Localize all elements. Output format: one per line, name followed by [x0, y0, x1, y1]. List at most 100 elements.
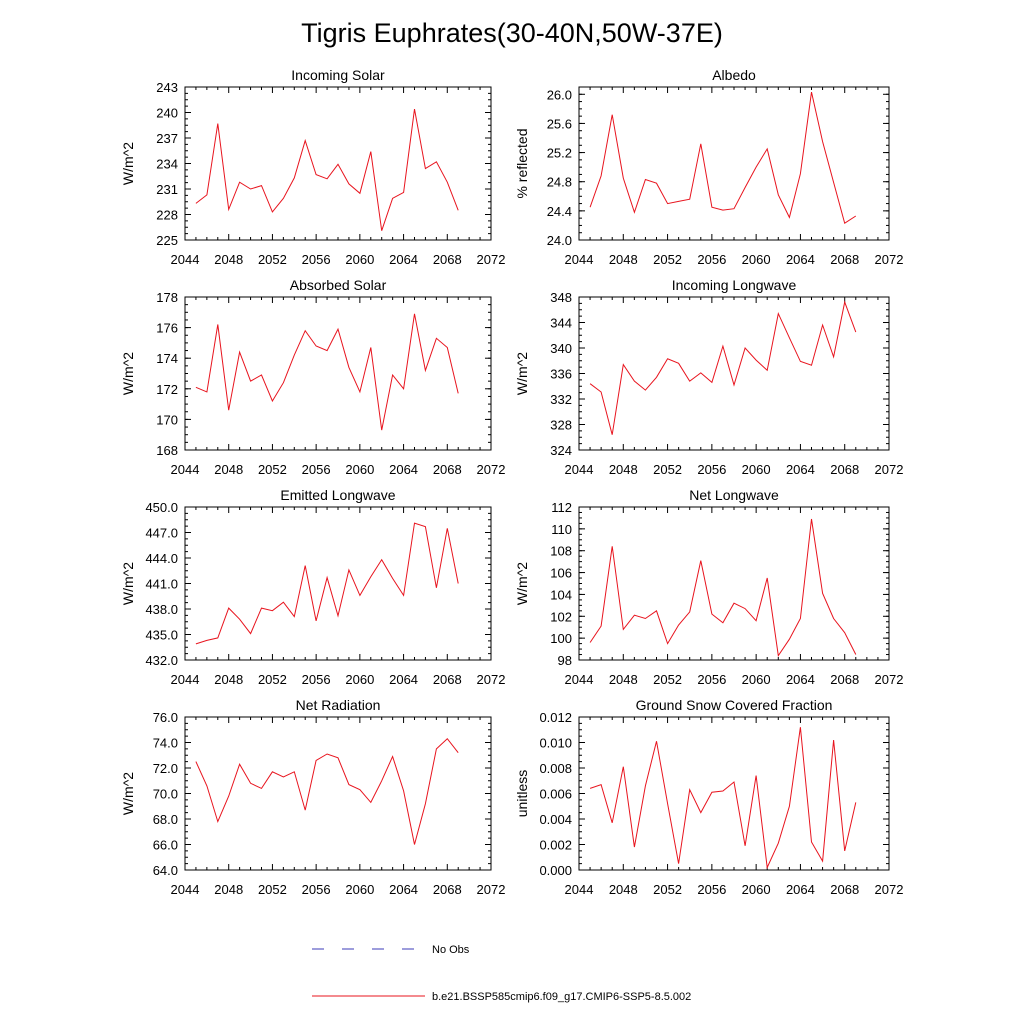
y-tick-label: 444.0 — [145, 551, 178, 566]
y-tick-label: 174 — [156, 351, 178, 366]
x-tick-label: 2044 — [171, 252, 200, 267]
y-tick-label: 64.0 — [153, 863, 178, 878]
y-tick-label: 178 — [156, 290, 178, 305]
x-tick-label: 2052 — [653, 462, 682, 477]
x-tick-label: 2068 — [433, 882, 462, 897]
panel-1: Incoming Solar W/m^2 2044 2048 2052 2056 2060 2… — [120, 67, 505, 267]
y-tick-label: 328 — [550, 418, 572, 433]
x-tick-label: 2052 — [653, 252, 682, 267]
x-tick-label: 2056 — [697, 882, 726, 897]
panel-6: Net Longwave W/m^2 2044 2048 2052 2056 2060 206… — [514, 487, 903, 687]
y-axis-label: W/m^2 — [514, 352, 530, 395]
x-tick-label: 2048 — [609, 882, 638, 897]
y-tick-label: 106 — [550, 566, 572, 581]
panel-2: Albedo % reflected 2044 2048 2052 2056 2060 206… — [514, 67, 903, 267]
y-tick-label: 228 — [156, 208, 178, 223]
x-tick-label: 2060 — [345, 882, 374, 897]
x-tick-label: 2048 — [214, 252, 243, 267]
plot-frame — [578, 296, 890, 451]
y-tick-label: 98 — [558, 653, 572, 668]
series-line — [195, 522, 459, 645]
x-tick-label: 2060 — [742, 672, 771, 687]
plot-frame — [184, 296, 492, 451]
x-tick-label: 2060 — [742, 252, 771, 267]
legend: No Obs b.e21.BSSP585cmip6.f09_g17.CMIP6-… — [312, 944, 691, 1003]
panel-title: Albedo — [712, 67, 756, 83]
panel-title: Absorbed Solar — [290, 277, 387, 293]
y-tick-label: 234 — [156, 157, 178, 172]
x-tick-label: 2044 — [171, 672, 200, 687]
y-axis-label: W/m^2 — [514, 562, 530, 605]
panel-title: Net Longwave — [689, 487, 779, 503]
x-tick-label: 2068 — [433, 462, 462, 477]
panel-title: Emitted Longwave — [280, 487, 395, 503]
y-tick-label: 0.010 — [539, 736, 572, 751]
x-tick-label: 2064 — [786, 462, 815, 477]
x-tick-label: 2052 — [653, 882, 682, 897]
y-tick-label: 0.000 — [539, 863, 572, 878]
x-tick-label: 2072 — [875, 672, 904, 687]
series-line — [589, 91, 857, 224]
y-axis-label: W/m^2 — [120, 142, 136, 185]
y-tick-label: 240 — [156, 106, 178, 121]
x-tick-label: 2072 — [875, 252, 904, 267]
x-tick-label: 2052 — [258, 882, 287, 897]
x-tick-label: 2048 — [214, 672, 243, 687]
x-tick-label: 2064 — [786, 252, 815, 267]
x-tick-label: 2068 — [830, 882, 859, 897]
x-tick-label: 2068 — [433, 672, 462, 687]
y-tick-label: 0.012 — [539, 710, 572, 725]
x-tick-label: 2068 — [830, 252, 859, 267]
y-tick-label: 0.008 — [539, 761, 572, 776]
y-axis-label: W/m^2 — [120, 352, 136, 395]
x-tick-label: 2068 — [830, 672, 859, 687]
panel-8: Ground Snow Covered Fraction unitless 2044… — [514, 697, 903, 897]
y-tick-label: 102 — [550, 609, 572, 624]
y-tick-label: 104 — [550, 587, 572, 602]
panel-7: Net Radiation W/m^2 2044 2048 2052 2056 2060 20… — [120, 697, 505, 897]
y-tick-label: 243 — [156, 80, 178, 95]
x-tick-label: 2064 — [389, 462, 418, 477]
x-tick-label: 2060 — [345, 672, 374, 687]
y-tick-label: 72.0 — [153, 761, 178, 776]
y-tick-label: 68.0 — [153, 812, 178, 827]
y-axis-label: W/m^2 — [120, 772, 136, 815]
x-tick-label: 2048 — [214, 462, 243, 477]
y-tick-label: 231 — [156, 182, 178, 197]
series-line — [195, 737, 459, 845]
y-tick-label: 168 — [156, 443, 178, 458]
y-tick-label: 225 — [156, 233, 178, 248]
y-tick-label: 0.006 — [539, 787, 572, 802]
x-tick-label: 2044 — [565, 882, 594, 897]
y-tick-label: 108 — [550, 544, 572, 559]
x-tick-label: 2064 — [389, 672, 418, 687]
y-tick-label: 26.0 — [547, 87, 572, 102]
y-tick-label: 76.0 — [153, 710, 178, 725]
x-tick-label: 2052 — [258, 462, 287, 477]
x-tick-label: 2056 — [302, 462, 331, 477]
x-tick-label: 2052 — [653, 672, 682, 687]
panel-title: Net Radiation — [296, 697, 381, 713]
x-tick-label: 2064 — [786, 882, 815, 897]
y-tick-label: 432.0 — [145, 653, 178, 668]
x-tick-label: 2048 — [609, 462, 638, 477]
y-tick-label: 110 — [551, 522, 572, 537]
series-line — [589, 518, 857, 657]
plot-frame — [578, 86, 890, 241]
x-tick-label: 2052 — [258, 252, 287, 267]
x-tick-label: 2072 — [875, 462, 904, 477]
y-tick-label: 340 — [550, 341, 572, 356]
y-tick-label: 324 — [550, 443, 572, 458]
y-tick-label: 176 — [156, 321, 178, 336]
y-tick-label: 447.0 — [145, 526, 178, 541]
plot-frame — [578, 716, 890, 871]
y-axis-label: W/m^2 — [120, 562, 136, 605]
x-tick-label: 2048 — [609, 252, 638, 267]
x-tick-label: 2064 — [389, 882, 418, 897]
series-line — [195, 313, 459, 431]
series-line — [589, 300, 857, 435]
y-tick-label: 25.6 — [547, 116, 572, 131]
x-tick-label: 2072 — [477, 672, 506, 687]
x-tick-label: 2044 — [565, 252, 594, 267]
